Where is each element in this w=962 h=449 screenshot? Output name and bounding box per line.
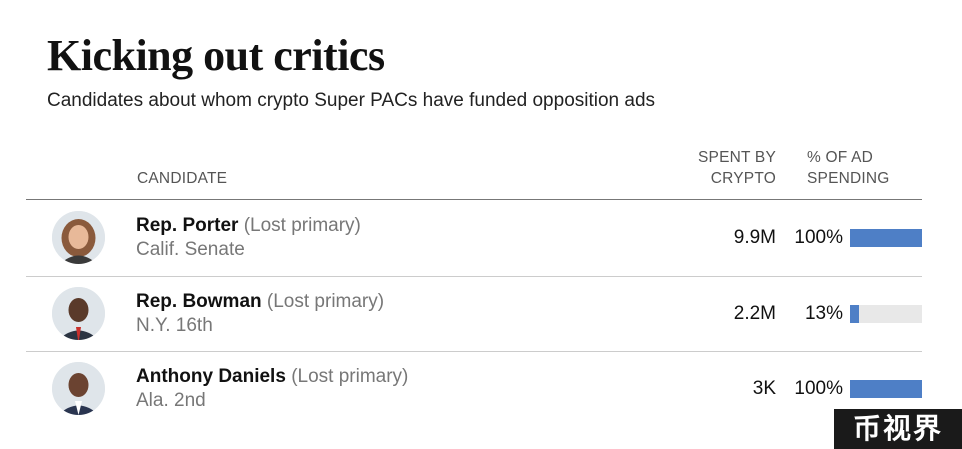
header-candidate: CANDIDATE: [137, 170, 228, 187]
pct-bar-track: [850, 304, 922, 323]
header-rule: [26, 199, 922, 200]
row-divider: [26, 351, 922, 352]
candidate-name-line: Anthony Daniels (Lost primary): [136, 366, 408, 388]
pct-value: 100%: [794, 378, 843, 399]
pct-bar: [850, 304, 860, 323]
spent-value: 3K: [752, 378, 776, 399]
table-row: Rep. Bowman (Lost primary) N.Y. 16th 2.2M 1…: [0, 276, 962, 351]
avatar: [52, 211, 105, 264]
candidate-note: (Lost primary): [243, 215, 361, 236]
pct-bar-track: [850, 380, 922, 398]
candidate-office: N.Y. 16th: [136, 314, 213, 336]
watermark-logo: 币视界: [834, 409, 962, 449]
candidate-office: Calif. Senate: [136, 239, 245, 260]
pct-bar: [850, 380, 922, 398]
pct-value: 13%: [804, 302, 843, 324]
pct-value: 100%: [794, 227, 843, 248]
candidate-name: Anthony Daniels: [136, 366, 286, 387]
header-pct-line-2: SPENDING: [807, 170, 890, 187]
row-divider: [26, 275, 922, 277]
chart-subtitle: Candidates about whom crypto Super PACs …: [47, 90, 656, 111]
table-row: Anthony Daniels (Lost primary) Ala. 2nd 3K…: [0, 351, 962, 426]
header-pct-line-1: % OF AD: [807, 149, 873, 166]
spent-value: 9.9M: [733, 227, 776, 248]
header-pct-of-ad-spending: % OF AD SPENDING: [807, 147, 890, 189]
spent-value: 2.2M: [733, 302, 776, 324]
candidate-office: Ala. 2nd: [136, 390, 206, 411]
avatar: [52, 362, 105, 415]
candidate-note: (Lost primary): [266, 290, 385, 312]
pct-bar: [850, 229, 922, 247]
avatar: [52, 286, 105, 340]
header-spent-line-1: SPENT BY: [698, 149, 776, 166]
candidate-name-line: Rep. Bowman (Lost primary): [136, 291, 384, 313]
pct-bar-track: [850, 229, 922, 247]
candidate-name: Rep. Bowman: [136, 290, 262, 312]
candidate-note: (Lost primary): [291, 366, 409, 387]
candidate-name-line: Rep. Porter (Lost primary): [136, 215, 361, 237]
table-row: Rep. Porter (Lost primary) Calif. Senate 9…: [0, 200, 962, 275]
header-spent-line-2: CRYPTO: [710, 170, 776, 187]
candidate-name: Rep. Porter: [136, 215, 239, 236]
chart-title: Kicking out critics: [47, 31, 385, 80]
header-spent-by-crypto: SPENT BY CRYPTO: [660, 147, 776, 189]
